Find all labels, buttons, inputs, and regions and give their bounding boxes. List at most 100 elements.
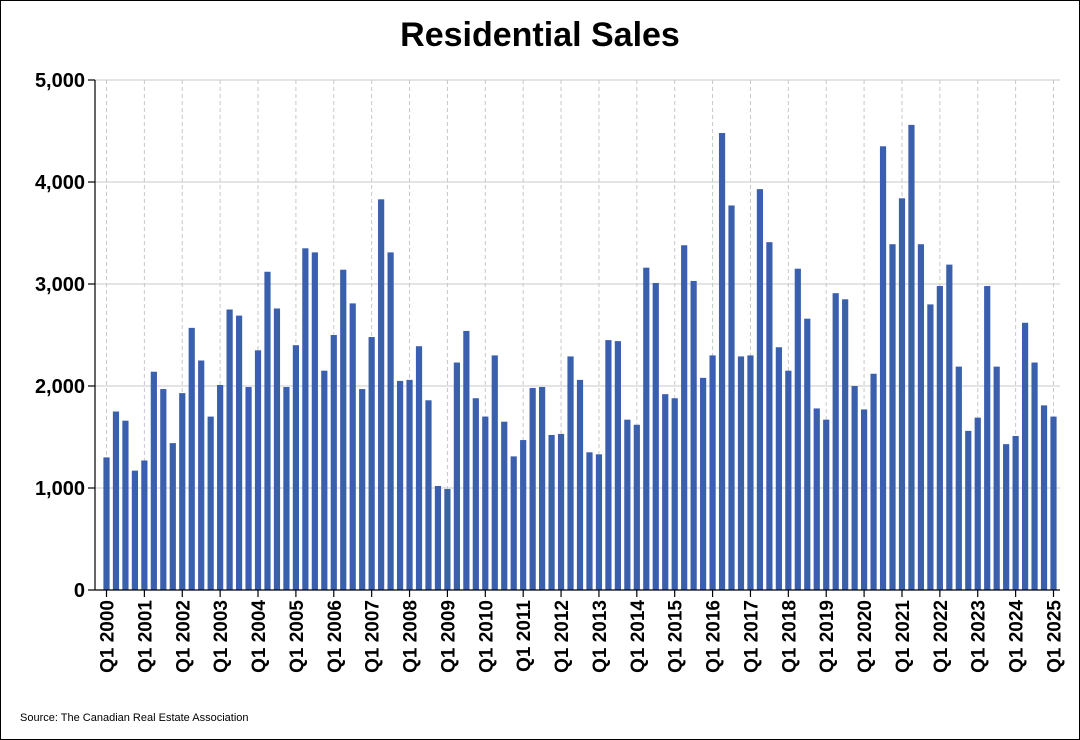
bar bbox=[728, 205, 735, 590]
bar bbox=[179, 393, 186, 590]
bar bbox=[425, 400, 432, 590]
x-tick-label: Q1 2000 bbox=[98, 600, 119, 673]
x-tick-label: Q1 2005 bbox=[287, 600, 308, 673]
bar bbox=[463, 330, 470, 590]
bar bbox=[747, 355, 754, 590]
bar bbox=[804, 318, 811, 590]
bar bbox=[870, 373, 877, 590]
bar bbox=[548, 434, 555, 590]
bar bbox=[889, 244, 896, 590]
bar bbox=[927, 304, 934, 590]
x-tick-label: Q1 2024 bbox=[1007, 600, 1028, 673]
bar bbox=[131, 470, 139, 590]
bar bbox=[491, 355, 498, 590]
y-tick-label: 4,000 bbox=[35, 172, 85, 194]
bar bbox=[330, 335, 337, 590]
bar bbox=[302, 248, 309, 591]
bar bbox=[406, 379, 413, 590]
bar bbox=[662, 394, 669, 590]
bar bbox=[643, 267, 650, 590]
bar bbox=[576, 379, 584, 590]
bar bbox=[557, 433, 565, 590]
bar bbox=[823, 419, 830, 590]
bar bbox=[700, 377, 707, 590]
bar bbox=[321, 370, 328, 590]
bar bbox=[472, 398, 479, 590]
bar bbox=[501, 421, 508, 590]
bar bbox=[917, 244, 925, 590]
bar bbox=[614, 341, 621, 590]
bar bbox=[993, 366, 1000, 590]
bar bbox=[652, 282, 659, 590]
bar bbox=[273, 308, 281, 590]
bar bbox=[832, 293, 839, 590]
x-tick-label: Q1 2009 bbox=[438, 600, 459, 673]
bars bbox=[103, 124, 1057, 591]
x-tick-label: Q1 2004 bbox=[249, 600, 270, 673]
x-tick-label: Q1 2025 bbox=[1045, 600, 1066, 673]
bar bbox=[1003, 444, 1010, 590]
bar bbox=[605, 340, 612, 590]
bar bbox=[226, 309, 233, 590]
bar bbox=[775, 347, 782, 590]
bar bbox=[974, 417, 981, 590]
x-tick-label: Q1 2023 bbox=[969, 600, 990, 673]
bar bbox=[415, 346, 423, 590]
bar bbox=[378, 199, 385, 590]
bar bbox=[254, 350, 262, 590]
bar bbox=[1012, 435, 1019, 590]
bar bbox=[766, 242, 773, 590]
bar bbox=[311, 252, 318, 590]
x-tick-label: Q1 2003 bbox=[211, 600, 232, 673]
x-tick-label: Q1 2011 bbox=[514, 600, 535, 672]
x-tick-label: Q1 2007 bbox=[363, 600, 384, 673]
bar bbox=[292, 345, 299, 590]
bar bbox=[349, 303, 356, 590]
y-tick-label: 3,000 bbox=[35, 274, 85, 296]
bar bbox=[624, 419, 631, 590]
bar bbox=[112, 411, 120, 590]
bar bbox=[1040, 405, 1048, 590]
bar bbox=[444, 489, 451, 590]
bar bbox=[103, 457, 110, 590]
bar bbox=[340, 269, 347, 590]
bar bbox=[690, 280, 697, 590]
bar bbox=[965, 430, 972, 590]
bar bbox=[813, 408, 820, 590]
bar bbox=[235, 315, 243, 590]
x-tick-label: Q1 2002 bbox=[173, 600, 194, 673]
x-tick-label: Q1 2018 bbox=[779, 600, 800, 673]
x-tick-label: Q1 2012 bbox=[552, 600, 573, 673]
bar bbox=[681, 245, 688, 591]
bar bbox=[482, 416, 489, 590]
bar bbox=[207, 416, 214, 590]
bar bbox=[785, 370, 792, 590]
bar bbox=[188, 327, 195, 590]
chart-title: Residential Sales bbox=[400, 16, 680, 54]
bar bbox=[879, 146, 887, 591]
bar bbox=[984, 286, 991, 590]
bar bbox=[756, 189, 764, 590]
bar bbox=[861, 409, 868, 590]
bar bbox=[898, 198, 906, 590]
y-tick-label: 1,000 bbox=[35, 478, 85, 500]
source-note: Source: The Canadian Real Estate Associa… bbox=[20, 712, 249, 724]
bar bbox=[122, 420, 129, 590]
x-tick-label: Q1 2020 bbox=[855, 600, 876, 673]
y-tick-label: 5,000 bbox=[35, 70, 85, 92]
bar bbox=[633, 424, 640, 590]
x-tick-label: Q1 2015 bbox=[666, 600, 687, 673]
bar bbox=[169, 443, 176, 590]
bar bbox=[217, 384, 224, 590]
bar bbox=[718, 133, 726, 591]
bar bbox=[283, 387, 290, 590]
bar bbox=[567, 356, 574, 590]
bar bbox=[842, 299, 849, 590]
bar bbox=[1021, 322, 1029, 590]
bar bbox=[1031, 362, 1038, 590]
x-axis-ticks: Q1 2000 Q1 2001 Q1 2002 Q1 2003 Q1 2004 Q1 20… bbox=[98, 590, 1066, 673]
bar bbox=[359, 389, 366, 590]
bar bbox=[387, 252, 394, 590]
x-tick-label: Q1 2017 bbox=[741, 600, 762, 673]
